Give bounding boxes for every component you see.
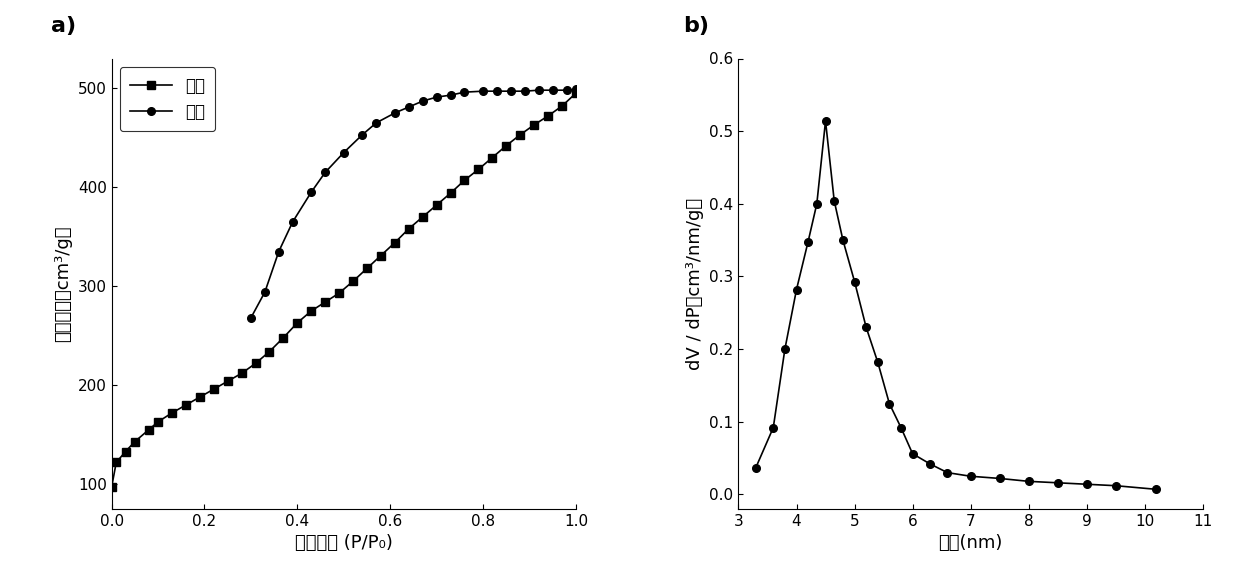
- 脲附: [554, 102, 569, 109]
- 脲附: [118, 448, 133, 455]
- 吸附: [415, 98, 430, 105]
- 脲附: [331, 290, 346, 297]
- 吸附: [368, 119, 383, 126]
- 吸附: [568, 85, 583, 92]
- 吸附: [517, 88, 532, 95]
- 脲附: [150, 418, 165, 425]
- Text: a): a): [51, 16, 77, 36]
- 脲附: [277, 334, 291, 341]
- 脲附: [360, 265, 374, 272]
- 吸附: [476, 88, 491, 95]
- 吸附: [355, 131, 370, 138]
- Line: 脲附: 脲附: [108, 90, 580, 491]
- 吸附: [336, 149, 351, 156]
- 脲附: [527, 121, 542, 128]
- 脲附: [192, 394, 207, 401]
- 吸附: [546, 87, 560, 94]
- 脲附: [317, 298, 332, 305]
- 脲附: [304, 308, 319, 315]
- 脲附: [402, 225, 417, 232]
- 脲附: [541, 112, 556, 119]
- 脲附: [387, 239, 402, 246]
- 脲附: [206, 386, 221, 393]
- 吸附: [285, 218, 300, 225]
- 脲附: [141, 426, 156, 433]
- 脲附: [513, 131, 528, 138]
- 脲附: [443, 190, 458, 197]
- 吸附: [532, 87, 547, 94]
- 脲附: [485, 154, 500, 161]
- 吸附: [503, 88, 518, 95]
- 吸附: [243, 314, 258, 321]
- 脲附: [179, 401, 193, 408]
- 脲附: [458, 177, 472, 184]
- 吸附: [258, 288, 273, 295]
- X-axis label: 孔径(nm): 孔径(nm): [939, 534, 1003, 552]
- 吸附: [559, 87, 574, 94]
- 吸附: [317, 169, 332, 176]
- 吸附: [429, 94, 444, 101]
- Y-axis label: dV / dP（cm³/nm/g）: dV / dP（cm³/nm/g）: [686, 198, 704, 370]
- 脲附: [290, 319, 305, 326]
- Text: b): b): [683, 16, 709, 36]
- 脲附: [568, 90, 583, 97]
- 脲附: [165, 410, 180, 417]
- 吸附: [490, 88, 505, 95]
- 脲附: [221, 378, 236, 385]
- 脲附: [234, 370, 249, 377]
- Line: 吸附: 吸附: [247, 85, 580, 322]
- 吸附: [304, 188, 319, 195]
- 脲附: [429, 201, 444, 208]
- 脲附: [128, 438, 143, 445]
- 吸附: [387, 109, 402, 116]
- 吸附: [458, 89, 472, 96]
- 吸附: [443, 92, 458, 99]
- 脲附: [248, 360, 263, 367]
- 脲附: [109, 459, 124, 466]
- 脲附: [471, 166, 486, 173]
- Y-axis label: 吸附体积（cm³/g）: 吸附体积（cm³/g）: [55, 225, 72, 342]
- 脲附: [262, 348, 277, 355]
- 吸附: [272, 248, 286, 255]
- 吸附: [402, 104, 417, 111]
- X-axis label: 相对压力 (P/P₀): 相对压力 (P/P₀): [295, 534, 393, 552]
- Legend: 脲附, 吸附: 脲附, 吸附: [120, 67, 215, 131]
- 脲附: [104, 484, 119, 491]
- 脲附: [346, 278, 361, 285]
- 脲附: [498, 142, 513, 149]
- 脲附: [415, 214, 430, 221]
- 脲附: [373, 252, 388, 259]
